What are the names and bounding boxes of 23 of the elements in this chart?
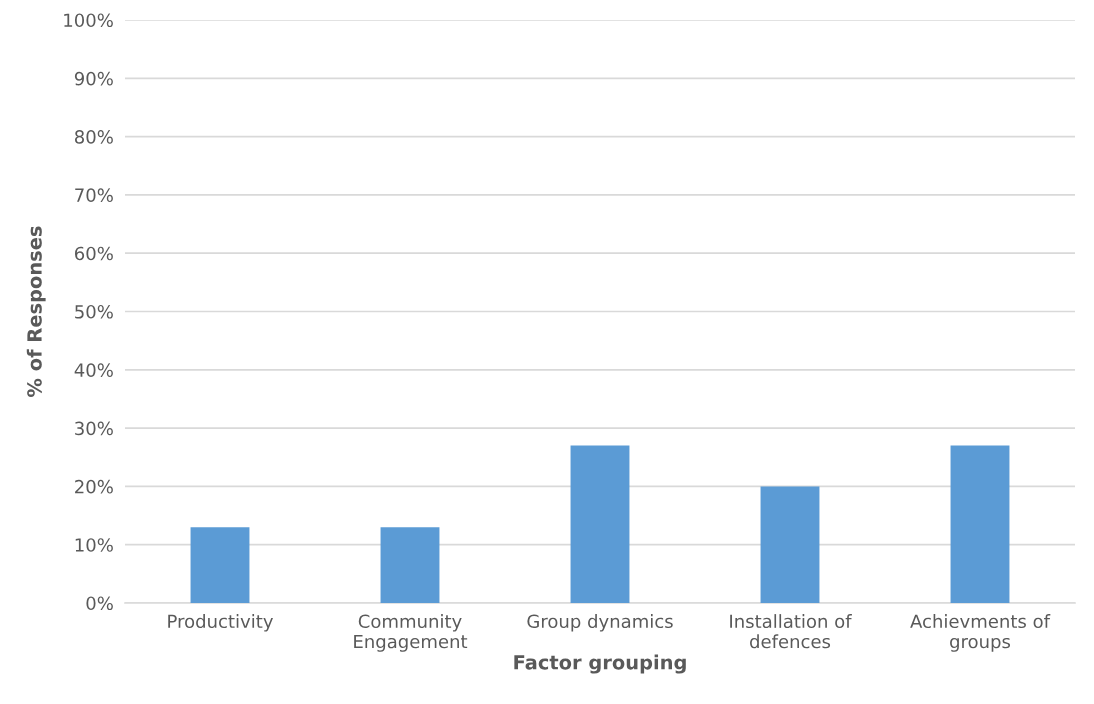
y-tick-label: 10% [75, 538, 113, 552]
y-tick-label: 90% [74, 71, 113, 86]
y-tick-label: 60% [75, 246, 113, 261]
bar [950, 445, 1010, 603]
y-tick-label: 80% [74, 130, 113, 144]
y-tick-label: 70% [75, 188, 113, 203]
bar [570, 445, 630, 603]
bar [380, 527, 440, 603]
x-axis-title: Factor grouping [514, 654, 686, 674]
y-tick-label: 30% [75, 421, 113, 436]
y-tick-label: 0% [86, 596, 113, 611]
y-tick-label: 40% [74, 363, 113, 377]
y-tick-label: 20% [75, 479, 113, 494]
y-tick-label: 50% [75, 304, 113, 319]
x-tick-label: Productivity [168, 614, 273, 632]
x-tick-label: Community Engagement [354, 614, 468, 652]
x-tick-label: Installation of defences [730, 614, 852, 649]
y-tick-label: 100% [64, 13, 113, 28]
x-tick-label: Group dynamics [527, 614, 673, 632]
y-axis-title: % of Responses [26, 226, 46, 397]
x-tick-label: Achievments of groups [910, 614, 1051, 652]
bar [760, 486, 820, 603]
bar [190, 527, 250, 603]
